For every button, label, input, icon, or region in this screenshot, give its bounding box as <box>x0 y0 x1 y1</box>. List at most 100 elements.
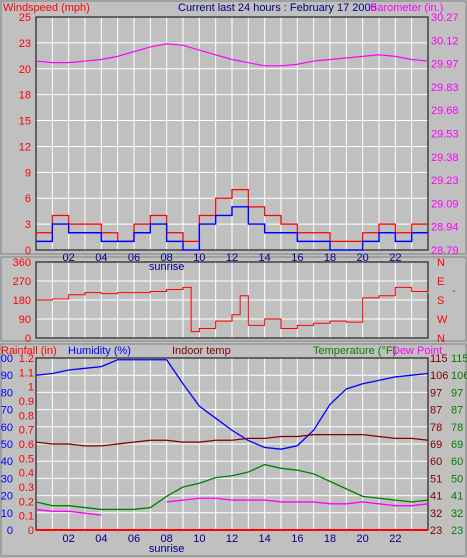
temp-x-tick-label: 16 <box>291 533 303 545</box>
wind-direction-line <box>36 286 429 333</box>
windspeed-tick-label: 12 <box>19 141 31 153</box>
compass-tick-label: E <box>437 276 444 288</box>
barometer-tick-label: 29.09 <box>431 198 459 210</box>
direction-tick-label: 360 <box>13 257 31 269</box>
humidity-tick-label: 20 <box>1 491 13 503</box>
barometer-axis-title: Barometer (in.) <box>370 2 443 14</box>
compass-tick-label: S <box>437 295 444 307</box>
wind-panel-frame <box>0 0 467 255</box>
rainfall-tick-label: 0.2 <box>19 496 34 508</box>
barometer-tick-label: 30.12 <box>431 35 459 47</box>
indoor-temp-tick-label: 78 <box>430 422 442 434</box>
wind-x-tick-label: 10 <box>193 252 205 264</box>
temp-x-tick-label: 10 <box>193 533 205 545</box>
humidity-tick-label: 90 <box>1 370 13 382</box>
temperature-tick-label: 41 <box>451 491 463 503</box>
humidity-tick-label: 60 <box>1 422 13 434</box>
barometer-tick-label: 29.97 <box>431 59 459 71</box>
rainfall-tick-label: 0.4 <box>19 468 34 480</box>
barometer-tick-label: 28.79 <box>431 245 459 257</box>
temperature-tick-label: 87 <box>451 405 463 417</box>
humidity-line <box>35 359 429 450</box>
windspeed-tick-label: 18 <box>19 90 31 102</box>
wind-x-tick-label: 14 <box>259 252 271 264</box>
rainfall-tick-label: 0.1 <box>19 511 34 523</box>
direction-tick-label: 270 <box>13 276 31 288</box>
compass-tick-label: W <box>437 314 448 326</box>
wind-x-tick-label: 22 <box>389 252 401 264</box>
windspeed-line <box>36 188 428 242</box>
humidity-tick-label: 10 <box>1 508 13 520</box>
temp-panel-frame <box>0 343 467 557</box>
temp-x-tick-label: 22 <box>389 533 401 545</box>
windspeed-tick-label: 6 <box>25 193 31 205</box>
wind-x-tick-label: 20 <box>357 252 369 264</box>
indoor-temp-tick-label: 115 <box>430 353 448 365</box>
indoor-temp-tick-label: 97 <box>430 387 442 399</box>
indoor-temp-tick-label: 60 <box>430 456 442 468</box>
direction-tick-label: 90 <box>19 314 31 326</box>
grid-lines <box>35 16 429 531</box>
temp-x-tick-label: 04 <box>95 533 107 545</box>
barometer-tick-label: 29.23 <box>431 175 459 187</box>
indoor-temp-tick-label: 106 <box>430 370 448 382</box>
windspeed-tick-label: 3 <box>25 219 31 231</box>
indoor-temp-title: Indoor temp <box>172 345 231 357</box>
rainfall-tick-label: 1.2 <box>19 353 34 365</box>
windspeed-tick-label: 20 <box>19 64 31 76</box>
compass-tick-label: N <box>437 257 445 269</box>
windspeed-tick-label: 9 <box>25 167 31 179</box>
indoor-temp-tick-label: 87 <box>430 405 442 417</box>
barometer-tick-label: 28.94 <box>431 222 459 234</box>
wind-gust-line <box>36 206 428 251</box>
rainfall-tick-label: 0 <box>28 525 34 537</box>
wind-x-tick-label: 02 <box>63 252 75 264</box>
barometer-tick-label: 29.68 <box>431 105 459 117</box>
temperature-tick-label: 50 <box>451 473 463 485</box>
humidity-tick-label: 100 <box>0 353 13 365</box>
dew-point-axis-title: Dew Point <box>392 345 442 357</box>
indoor-temp-tick-label: 51 <box>430 473 442 485</box>
barometer-tick-label: 29.38 <box>431 152 459 164</box>
barometer-tick-label: 29.53 <box>431 129 459 141</box>
humidity-tick-label: 70 <box>1 405 13 417</box>
rainfall-tick-label: 1.1 <box>19 367 34 379</box>
windspeed-tick-label: 15 <box>19 116 31 128</box>
humidity-tick-label: 0 <box>7 525 13 537</box>
direction-tick-label: 0 <box>25 333 31 345</box>
chart-title: Current last 24 hours : February 17 2005 <box>178 2 377 14</box>
windspeed-tick-label: 23 <box>19 38 31 50</box>
temp-x-tick-label: 06 <box>128 533 140 545</box>
windspeed-tick-label: 25 <box>19 12 31 24</box>
windspeed-axis-title: Windspeed (mph) <box>3 2 90 14</box>
temp-x-tick-label: 20 <box>357 533 369 545</box>
windspeed-tick-label: 0 <box>25 245 31 257</box>
temp-x-tick-label: 02 <box>63 533 75 545</box>
wind-x-tick-label: 16 <box>291 252 303 264</box>
temp-x-tick-label: 08 <box>161 533 173 545</box>
humidity-tick-label: 40 <box>1 456 13 468</box>
wind-x-tick-label: 08 <box>161 252 173 264</box>
temp-x-tick-label: 12 <box>226 533 238 545</box>
indoor-temp-line <box>35 434 429 447</box>
barometer-tick-label: 29.83 <box>431 82 459 94</box>
rainfall-axis-title: Rainfall (in) <box>1 345 57 357</box>
rainfall-tick-label: 0.5 <box>19 453 34 465</box>
humidity-tick-label: 80 <box>1 387 13 399</box>
temperature-line <box>35 463 429 511</box>
indoor-temp-tick-label: 69 <box>430 439 442 451</box>
wind-x-tick-label: 04 <box>95 252 107 264</box>
indoor-temp-tick-label: 41 <box>430 491 442 503</box>
barometer-tick-label: 30.27 <box>431 12 459 24</box>
indoor-temp-tick-label: 23 <box>430 525 442 537</box>
wind-x-tick-label: 18 <box>324 252 336 264</box>
temperature-tick-label: 97 <box>451 387 463 399</box>
temperature-tick-label: 60 <box>451 456 463 468</box>
humidity-tick-label: 30 <box>1 473 13 485</box>
compass-dash-label: - <box>452 285 456 297</box>
wind-sunrise-label: sunrise <box>149 261 184 273</box>
wind-plot-border <box>35 16 429 251</box>
rainfall-tick-label: 1 <box>28 382 34 394</box>
